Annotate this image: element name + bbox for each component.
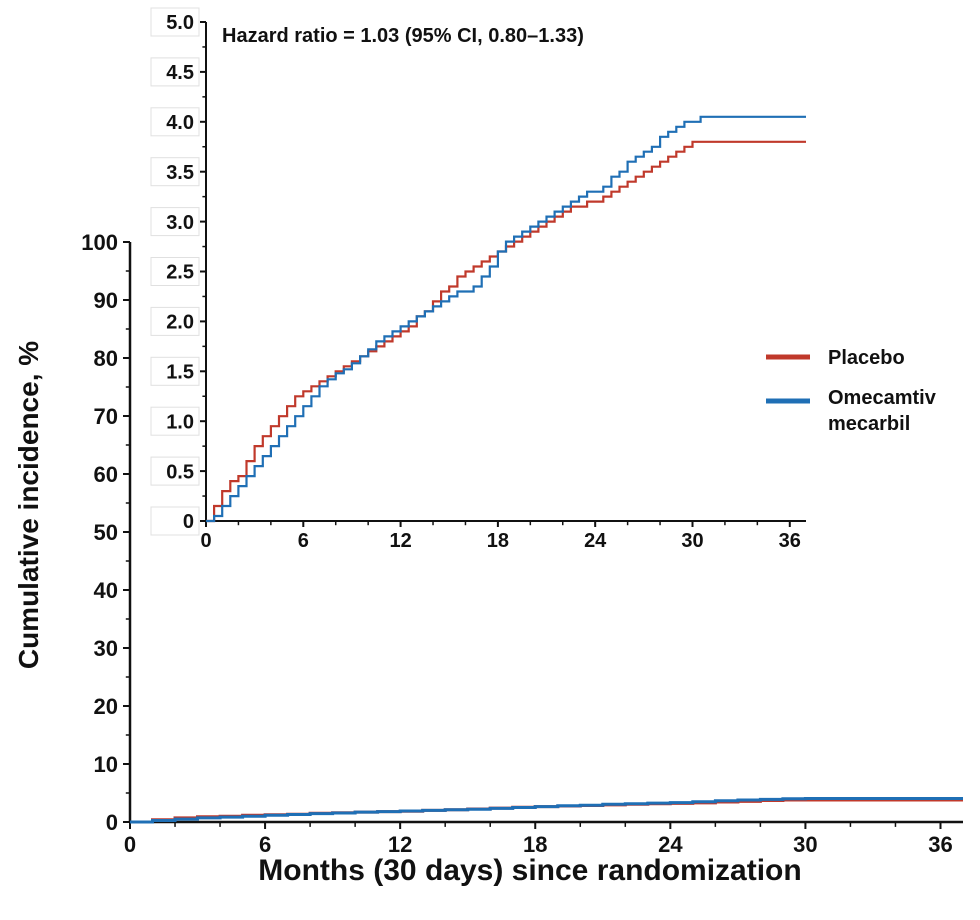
legend-label-omecamtiv-line2: mecarbil <box>828 413 910 435</box>
x-axis-label: Months (30 days) since randomization <box>258 854 801 887</box>
y-tick-label-box <box>150 57 200 87</box>
x-tick-label: 6 <box>259 832 271 857</box>
x-tick-label: 24 <box>658 832 683 857</box>
y-tick-label-box <box>150 356 200 386</box>
inset-series-line-placebo <box>206 140 806 523</box>
y-tick-label-box <box>150 107 200 137</box>
y-tick-label-box <box>150 207 200 237</box>
y-tick-label: 2.5 <box>166 262 194 284</box>
y-tick-label: 60 <box>94 462 118 487</box>
y-tick-label: 30 <box>94 636 118 661</box>
x-tick-label: 18 <box>487 530 509 552</box>
x-tick-label: 24 <box>584 530 607 552</box>
inset-axes <box>200 21 806 527</box>
y-tick-label-box <box>150 406 200 436</box>
inset-chart: 0 6 12 18 24 30 36 0 0.5 1.0 1.5 2.0 2.5 3.0 3.5 4.0 4.5… <box>150 7 808 552</box>
main-series <box>130 797 963 824</box>
y-tick-label-box <box>150 306 200 336</box>
x-tick-label: 6 <box>298 530 309 552</box>
x-tick-label: 0 <box>124 832 136 857</box>
y-tick-label-box <box>150 7 200 37</box>
y-tick-label-box <box>150 157 200 187</box>
inset-series-line-omecamtiv <box>206 115 806 523</box>
x-tick-label: 36 <box>779 530 801 552</box>
main-series-line-placebo <box>130 798 963 824</box>
y-tick-label: 2.0 <box>166 312 194 334</box>
main-axes <box>123 241 963 829</box>
y-tick-label: 100 <box>81 230 118 255</box>
y-tick-label: 0 <box>106 810 118 835</box>
y-tick-label: 3.5 <box>166 162 194 184</box>
x-tick-label: 30 <box>681 530 703 552</box>
y-tick-label-box <box>150 506 200 536</box>
y-tick-label: 70 <box>94 404 118 429</box>
y-tick-label: 0.5 <box>166 461 194 483</box>
y-tick-label: 80 <box>94 346 118 371</box>
x-tick-label: 12 <box>389 530 411 552</box>
y-axis-label: Cumulative incidence, % <box>13 341 44 669</box>
y-tick-label: 20 <box>94 694 118 719</box>
y-tick-label-box <box>150 456 200 486</box>
inset-series <box>206 115 806 523</box>
legend: Placebo Omecamtiv mecarbil <box>766 347 937 435</box>
y-tick-label: 50 <box>94 520 118 545</box>
x-tick-label: 36 <box>928 832 952 857</box>
y-tick-label: 4.5 <box>166 62 194 84</box>
y-tick-label: 3.0 <box>166 212 194 234</box>
y-tick-label: 90 <box>94 288 118 313</box>
hazard-ratio-annotation: Hazard ratio = 1.03 (95% CI, 0.80–1.33) <box>222 25 584 47</box>
inset-tick-labels: 0 6 12 18 24 30 36 0 0.5 1.0 1.5 2.0 2.5 3.0 3.5 4.0 4.5… <box>150 7 801 552</box>
x-tick-label: 0 <box>200 530 211 552</box>
y-tick-label: 40 <box>94 578 118 603</box>
y-tick-label: 4.0 <box>166 112 194 134</box>
legend-label-omecamtiv-line1: Omecamtiv <box>828 387 937 409</box>
main-series-line-omecamtiv <box>130 797 963 824</box>
x-tick-label: 30 <box>793 832 817 857</box>
y-tick-label: 1.5 <box>166 362 194 384</box>
y-tick-label: 0 <box>183 511 194 533</box>
y-tick-label: 5.0 <box>166 12 194 34</box>
x-tick-label: 18 <box>523 832 547 857</box>
x-tick-label: 12 <box>388 832 412 857</box>
y-tick-label: 1.0 <box>166 411 194 433</box>
y-tick-label-box <box>150 257 200 286</box>
y-tick-label: 10 <box>94 752 118 777</box>
legend-label-placebo: Placebo <box>828 347 905 369</box>
